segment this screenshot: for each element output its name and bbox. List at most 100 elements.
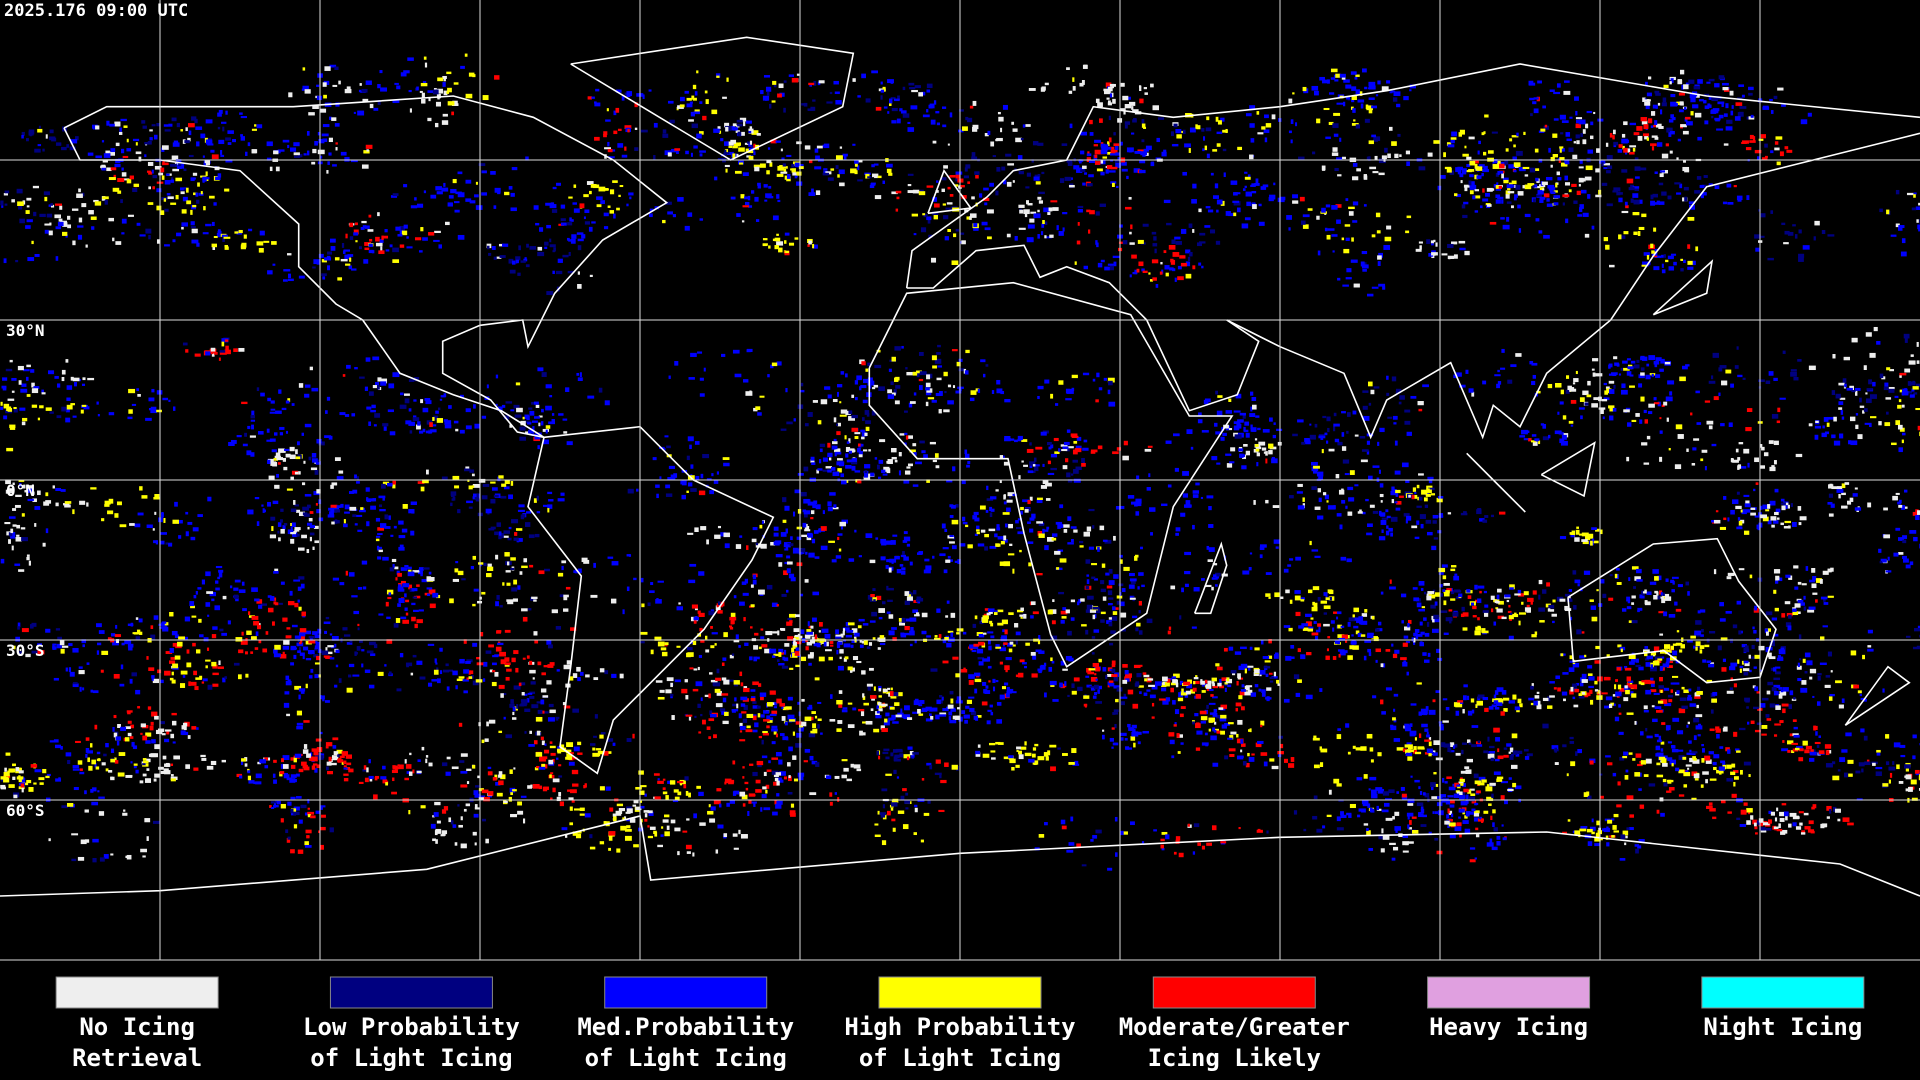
icing-pixel — [90, 487, 97, 490]
icing-pixel — [453, 82, 459, 85]
icing-pixel — [443, 393, 447, 397]
icing-pixel — [180, 191, 185, 195]
icing-pixel — [25, 210, 30, 214]
icing-pixel — [1559, 440, 1565, 443]
icing-pixel — [1621, 138, 1628, 144]
icing-pixel — [1797, 599, 1804, 603]
icing-pixel — [512, 260, 516, 265]
icing-pixel — [1495, 199, 1501, 204]
icing-pixel — [655, 484, 660, 488]
icing-pixel — [1001, 686, 1006, 690]
icing-pixel — [867, 377, 873, 383]
icing-pixel — [1547, 434, 1551, 439]
icing-pixel — [336, 476, 344, 480]
icing-pixel — [851, 427, 859, 432]
icing-pixel — [542, 695, 549, 698]
icing-pixel — [354, 474, 357, 479]
icing-pixel — [983, 197, 990, 202]
icing-pixel — [1163, 149, 1167, 153]
icing-pixel — [844, 435, 847, 440]
icing-pixel — [815, 190, 821, 196]
icing-pixel — [1584, 176, 1592, 181]
icing-pixel — [1906, 391, 1913, 394]
icing-pixel — [1699, 184, 1705, 188]
icing-pixel — [278, 602, 283, 605]
icing-pixel — [83, 406, 90, 410]
icing-pixel — [893, 389, 897, 395]
icing-pixel — [364, 777, 369, 783]
icing-pixel — [246, 450, 252, 456]
icing-pixel — [535, 765, 540, 769]
icing-pixel — [1331, 234, 1338, 237]
icing-pixel — [1150, 83, 1154, 88]
icing-pixel — [624, 125, 632, 129]
icing-pixel — [652, 457, 657, 461]
icing-pixel — [833, 80, 839, 85]
icing-pixel — [874, 364, 882, 369]
icing-pixel — [164, 180, 171, 185]
icing-pixel — [1807, 112, 1812, 117]
icing-pixel — [269, 166, 273, 172]
icing-pixel — [44, 223, 52, 226]
icing-pixel — [1554, 430, 1562, 435]
icing-pixel — [1776, 161, 1781, 166]
icing-pixel — [422, 479, 429, 484]
icing-pixel — [238, 347, 245, 352]
icing-pixel — [1524, 184, 1532, 190]
icing-pixel — [890, 381, 894, 386]
icing-pixel — [515, 382, 521, 386]
icing-pixel — [964, 449, 968, 455]
icing-pixel — [498, 243, 505, 247]
icing-pixel — [1678, 109, 1684, 113]
icing-pixel — [762, 95, 770, 101]
icing-pixel — [839, 521, 846, 527]
icing-pixel — [1028, 88, 1036, 91]
icing-pixel — [1559, 401, 1564, 405]
icing-pixel — [1351, 123, 1359, 126]
icing-pixel — [66, 144, 70, 148]
icing-pixel — [1432, 699, 1436, 703]
icing-pixel — [662, 219, 666, 224]
icing-pixel — [37, 417, 41, 421]
icing-pixel — [1151, 702, 1155, 707]
icing-pixel — [1547, 705, 1553, 709]
icing-pixel — [218, 139, 225, 145]
icing-pixel — [1465, 369, 1469, 374]
icing-pixel — [1811, 583, 1817, 589]
icing-pixel — [1679, 101, 1684, 106]
icing-pixel — [812, 504, 817, 509]
icing-pixel — [579, 372, 582, 378]
icing-pixel — [1377, 80, 1381, 85]
icing-pixel — [540, 736, 544, 741]
icing-pixel — [887, 587, 894, 591]
icing-pixel — [1029, 461, 1036, 466]
icing-pixel — [741, 131, 745, 136]
icing-pixel — [989, 620, 993, 624]
icing-pixel — [417, 421, 421, 426]
icing-pixel — [560, 204, 566, 209]
icing-pixel — [1573, 200, 1578, 204]
icing-pixel — [829, 492, 836, 496]
icing-pixel — [1175, 128, 1182, 134]
icing-pixel — [1145, 145, 1152, 151]
icing-pixel — [1646, 137, 1649, 141]
icing-pixel — [135, 142, 138, 146]
icing-pixel — [1339, 73, 1346, 78]
icing-pixel — [911, 89, 918, 93]
icing-pixel — [549, 244, 556, 248]
icing-pixel — [209, 195, 215, 199]
icing-pixel — [1809, 676, 1813, 680]
icing-pixel — [1341, 432, 1345, 437]
icing-pixel — [1445, 706, 1450, 711]
icing-pixel — [925, 390, 932, 396]
icing-pixel — [315, 461, 321, 465]
icing-pixel — [1002, 104, 1008, 110]
icing-pixel — [1859, 405, 1865, 408]
icing-pixel — [1032, 464, 1036, 467]
icing-pixel — [1236, 423, 1242, 429]
icing-pixel — [1144, 448, 1152, 452]
icing-pixel — [1367, 381, 1373, 387]
icing-pixel — [796, 526, 802, 530]
icing-pixel — [385, 782, 389, 786]
icing-pixel — [165, 173, 170, 176]
